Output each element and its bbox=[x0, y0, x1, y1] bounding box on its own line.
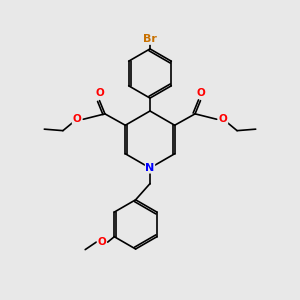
Text: O: O bbox=[196, 88, 205, 98]
Text: O: O bbox=[97, 237, 106, 247]
Text: N: N bbox=[146, 163, 154, 173]
Text: O: O bbox=[219, 114, 228, 124]
Text: O: O bbox=[95, 88, 104, 98]
Text: O: O bbox=[72, 114, 81, 124]
Text: Br: Br bbox=[143, 34, 157, 44]
